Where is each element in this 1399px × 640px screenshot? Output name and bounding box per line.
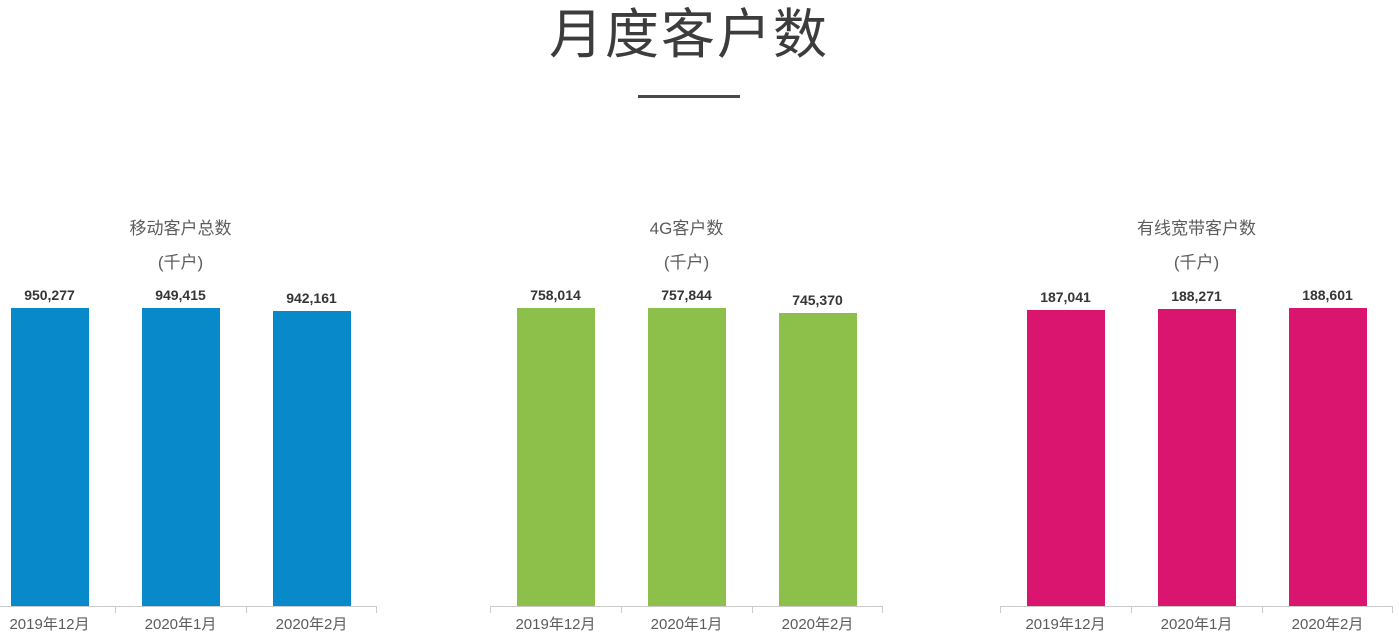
bar[interactable]: [10, 308, 89, 606]
x-axis-tick: [246, 606, 247, 613]
x-axis-line: [1000, 606, 1393, 607]
bar[interactable]: [1288, 308, 1367, 606]
chart-unit-label: (千户): [1173, 253, 1220, 272]
chart-unit-label: (千户): [157, 253, 204, 272]
bar[interactable]: [516, 308, 595, 606]
x-axis-tick: [1131, 606, 1132, 613]
x-axis-tick: [1392, 606, 1393, 613]
chart-title: 有线宽带客户数: [1137, 219, 1256, 238]
x-axis-tick: [115, 606, 116, 613]
x-axis-tick: [490, 606, 491, 613]
plot-area: 950,277 949,415 942,161: [0, 0, 377, 640]
report-header: 月度客户数: [0, 0, 1378, 98]
bar-value-label: 187,041: [1040, 289, 1091, 305]
x-axis-tick: [752, 606, 753, 613]
title-divider: [638, 95, 740, 98]
bar[interactable]: [647, 308, 726, 606]
chart-panel-broadband-customers: 有线宽带客户数 (千户) 187,041 188,271 188,601 2019年…: [1000, 0, 1393, 640]
bar-value-label: 950,277: [24, 287, 75, 303]
bar[interactable]: [778, 313, 857, 606]
bar-value-label: 942,161: [286, 290, 337, 306]
x-axis-line: [0, 606, 377, 607]
x-axis-label: 2020年2月: [781, 616, 854, 633]
page-title: 月度客户数: [549, 5, 829, 65]
chart-panel-mobile-customers: 移动客户总数 (千户) 950,277 949,415 942,161 2019年1…: [0, 0, 377, 640]
chart-title: 移动客户总数: [129, 219, 232, 238]
chart-title: 4G客户数: [649, 219, 724, 238]
plot-area: 758,014 757,844 745,370: [490, 0, 883, 640]
x-axis-label: 2020年1月: [144, 616, 217, 633]
chart-panel-4g-customers: 4G客户数 (千户) 758,014 757,844 745,370 2019年12…: [490, 0, 883, 640]
x-axis-label: 2019年12月: [1025, 616, 1106, 633]
x-axis-tick: [1000, 606, 1001, 613]
x-axis-label: 2020年2月: [1291, 616, 1364, 633]
bar-value-label: 745,370: [792, 292, 843, 308]
bar-value-label: 188,271: [1171, 288, 1222, 304]
x-axis-label: 2019年12月: [9, 616, 90, 633]
bar[interactable]: [272, 311, 351, 606]
plot-area: 187,041 188,271 188,601: [1000, 0, 1393, 640]
x-axis-tick: [1262, 606, 1263, 613]
x-axis-tick: [376, 606, 377, 613]
bar-value-label: 188,601: [1302, 287, 1353, 303]
chart-unit-label: (千户): [663, 253, 710, 272]
x-axis-line: [490, 606, 883, 607]
bar[interactable]: [1026, 310, 1105, 606]
x-axis-label: 2020年2月: [275, 616, 348, 633]
x-axis-tick: [882, 606, 883, 613]
x-axis-label: 2020年1月: [1160, 616, 1233, 633]
bar[interactable]: [141, 308, 220, 606]
x-axis-label: 2020年1月: [650, 616, 723, 633]
x-axis-label: 2019年12月: [515, 616, 596, 633]
bar-value-label: 758,014: [530, 287, 581, 303]
bar-value-label: 949,415: [155, 287, 206, 303]
bar[interactable]: [1157, 309, 1236, 606]
x-axis-tick: [621, 606, 622, 613]
bar-value-label: 757,844: [661, 287, 712, 303]
